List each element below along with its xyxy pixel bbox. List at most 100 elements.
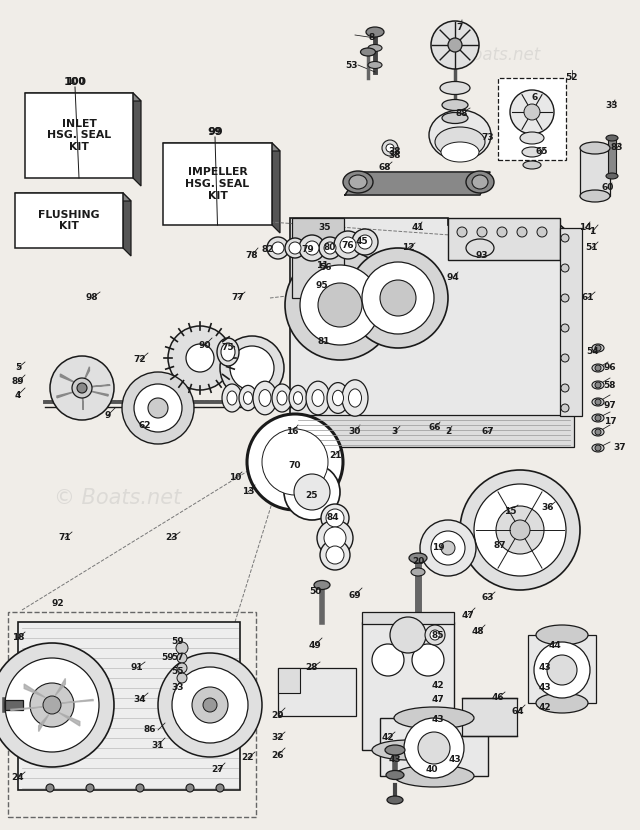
Polygon shape: [272, 143, 280, 233]
Circle shape: [172, 667, 248, 743]
Bar: [362, 612, 454, 624]
Polygon shape: [123, 193, 131, 256]
Text: 43: 43: [449, 755, 461, 764]
Circle shape: [334, 231, 362, 259]
Ellipse shape: [592, 364, 604, 372]
Polygon shape: [24, 684, 45, 697]
Text: 65: 65: [536, 148, 548, 157]
Text: 72: 72: [134, 355, 147, 364]
Text: 43: 43: [539, 683, 551, 692]
Ellipse shape: [349, 389, 362, 407]
Circle shape: [136, 784, 144, 792]
Bar: [278, 668, 300, 693]
Circle shape: [294, 474, 330, 510]
Polygon shape: [15, 193, 131, 201]
Text: 75: 75: [221, 344, 234, 353]
Circle shape: [595, 429, 601, 435]
Ellipse shape: [592, 414, 604, 422]
Circle shape: [348, 248, 448, 348]
Circle shape: [285, 250, 395, 360]
Circle shape: [524, 104, 540, 120]
Circle shape: [595, 382, 601, 388]
Text: 42: 42: [432, 681, 444, 690]
Text: 56: 56: [319, 263, 332, 272]
Text: 53: 53: [346, 61, 358, 70]
Circle shape: [247, 414, 343, 510]
Circle shape: [382, 140, 398, 156]
Circle shape: [561, 264, 569, 272]
Ellipse shape: [386, 770, 404, 779]
Ellipse shape: [429, 110, 491, 160]
Text: 47: 47: [461, 611, 474, 619]
Text: 11: 11: [316, 261, 328, 270]
Text: 12: 12: [402, 243, 414, 252]
Text: 100: 100: [66, 77, 84, 86]
Circle shape: [30, 683, 74, 727]
Ellipse shape: [243, 392, 253, 404]
Circle shape: [595, 415, 601, 421]
Circle shape: [284, 464, 340, 520]
Text: 18: 18: [12, 633, 24, 642]
Bar: [292, 250, 344, 298]
Circle shape: [431, 21, 479, 69]
Text: 66: 66: [429, 423, 441, 432]
Text: 51: 51: [586, 243, 598, 252]
Text: 22: 22: [242, 754, 254, 763]
Circle shape: [420, 520, 476, 576]
Circle shape: [448, 38, 462, 52]
Circle shape: [537, 227, 547, 237]
Text: 92: 92: [52, 598, 64, 608]
Circle shape: [561, 384, 569, 392]
Ellipse shape: [253, 381, 277, 415]
Circle shape: [358, 235, 372, 249]
Text: 25: 25: [306, 491, 318, 500]
Ellipse shape: [372, 740, 444, 760]
Circle shape: [510, 520, 530, 540]
Ellipse shape: [342, 380, 368, 416]
Text: 43: 43: [539, 663, 551, 672]
Polygon shape: [345, 172, 490, 195]
Ellipse shape: [441, 142, 479, 162]
Circle shape: [168, 326, 232, 390]
Bar: [8, 612, 256, 817]
Text: 82: 82: [262, 246, 275, 255]
Text: 94: 94: [447, 274, 460, 282]
Text: © Boats.net: © Boats.net: [440, 46, 541, 64]
Text: 97: 97: [604, 401, 616, 409]
Text: 87: 87: [493, 540, 506, 549]
Ellipse shape: [435, 127, 485, 157]
Ellipse shape: [440, 81, 470, 95]
Ellipse shape: [536, 693, 588, 713]
Ellipse shape: [394, 707, 474, 729]
Ellipse shape: [592, 344, 604, 352]
Bar: [528, 635, 596, 703]
Text: 17: 17: [604, 417, 616, 427]
Ellipse shape: [314, 580, 330, 589]
Text: 100: 100: [63, 77, 86, 87]
Text: 76: 76: [342, 241, 355, 250]
Polygon shape: [90, 385, 109, 387]
Circle shape: [497, 227, 507, 237]
Circle shape: [561, 324, 569, 332]
Circle shape: [299, 235, 325, 261]
Ellipse shape: [217, 338, 239, 366]
Polygon shape: [25, 93, 141, 101]
Circle shape: [477, 227, 487, 237]
Circle shape: [176, 642, 188, 654]
Ellipse shape: [277, 391, 287, 405]
Text: 13: 13: [242, 487, 254, 496]
Text: 38: 38: [388, 150, 401, 159]
Text: 58: 58: [604, 380, 616, 389]
Circle shape: [510, 90, 554, 134]
Text: 40: 40: [426, 765, 438, 774]
Text: 84: 84: [326, 514, 339, 523]
Text: 96: 96: [604, 364, 616, 373]
Circle shape: [192, 687, 228, 723]
Text: 1: 1: [589, 227, 595, 237]
Circle shape: [285, 238, 305, 258]
Text: 19: 19: [432, 544, 444, 553]
Text: 24: 24: [12, 774, 24, 783]
Circle shape: [372, 644, 404, 676]
Text: 9: 9: [105, 411, 111, 419]
Circle shape: [177, 663, 187, 673]
